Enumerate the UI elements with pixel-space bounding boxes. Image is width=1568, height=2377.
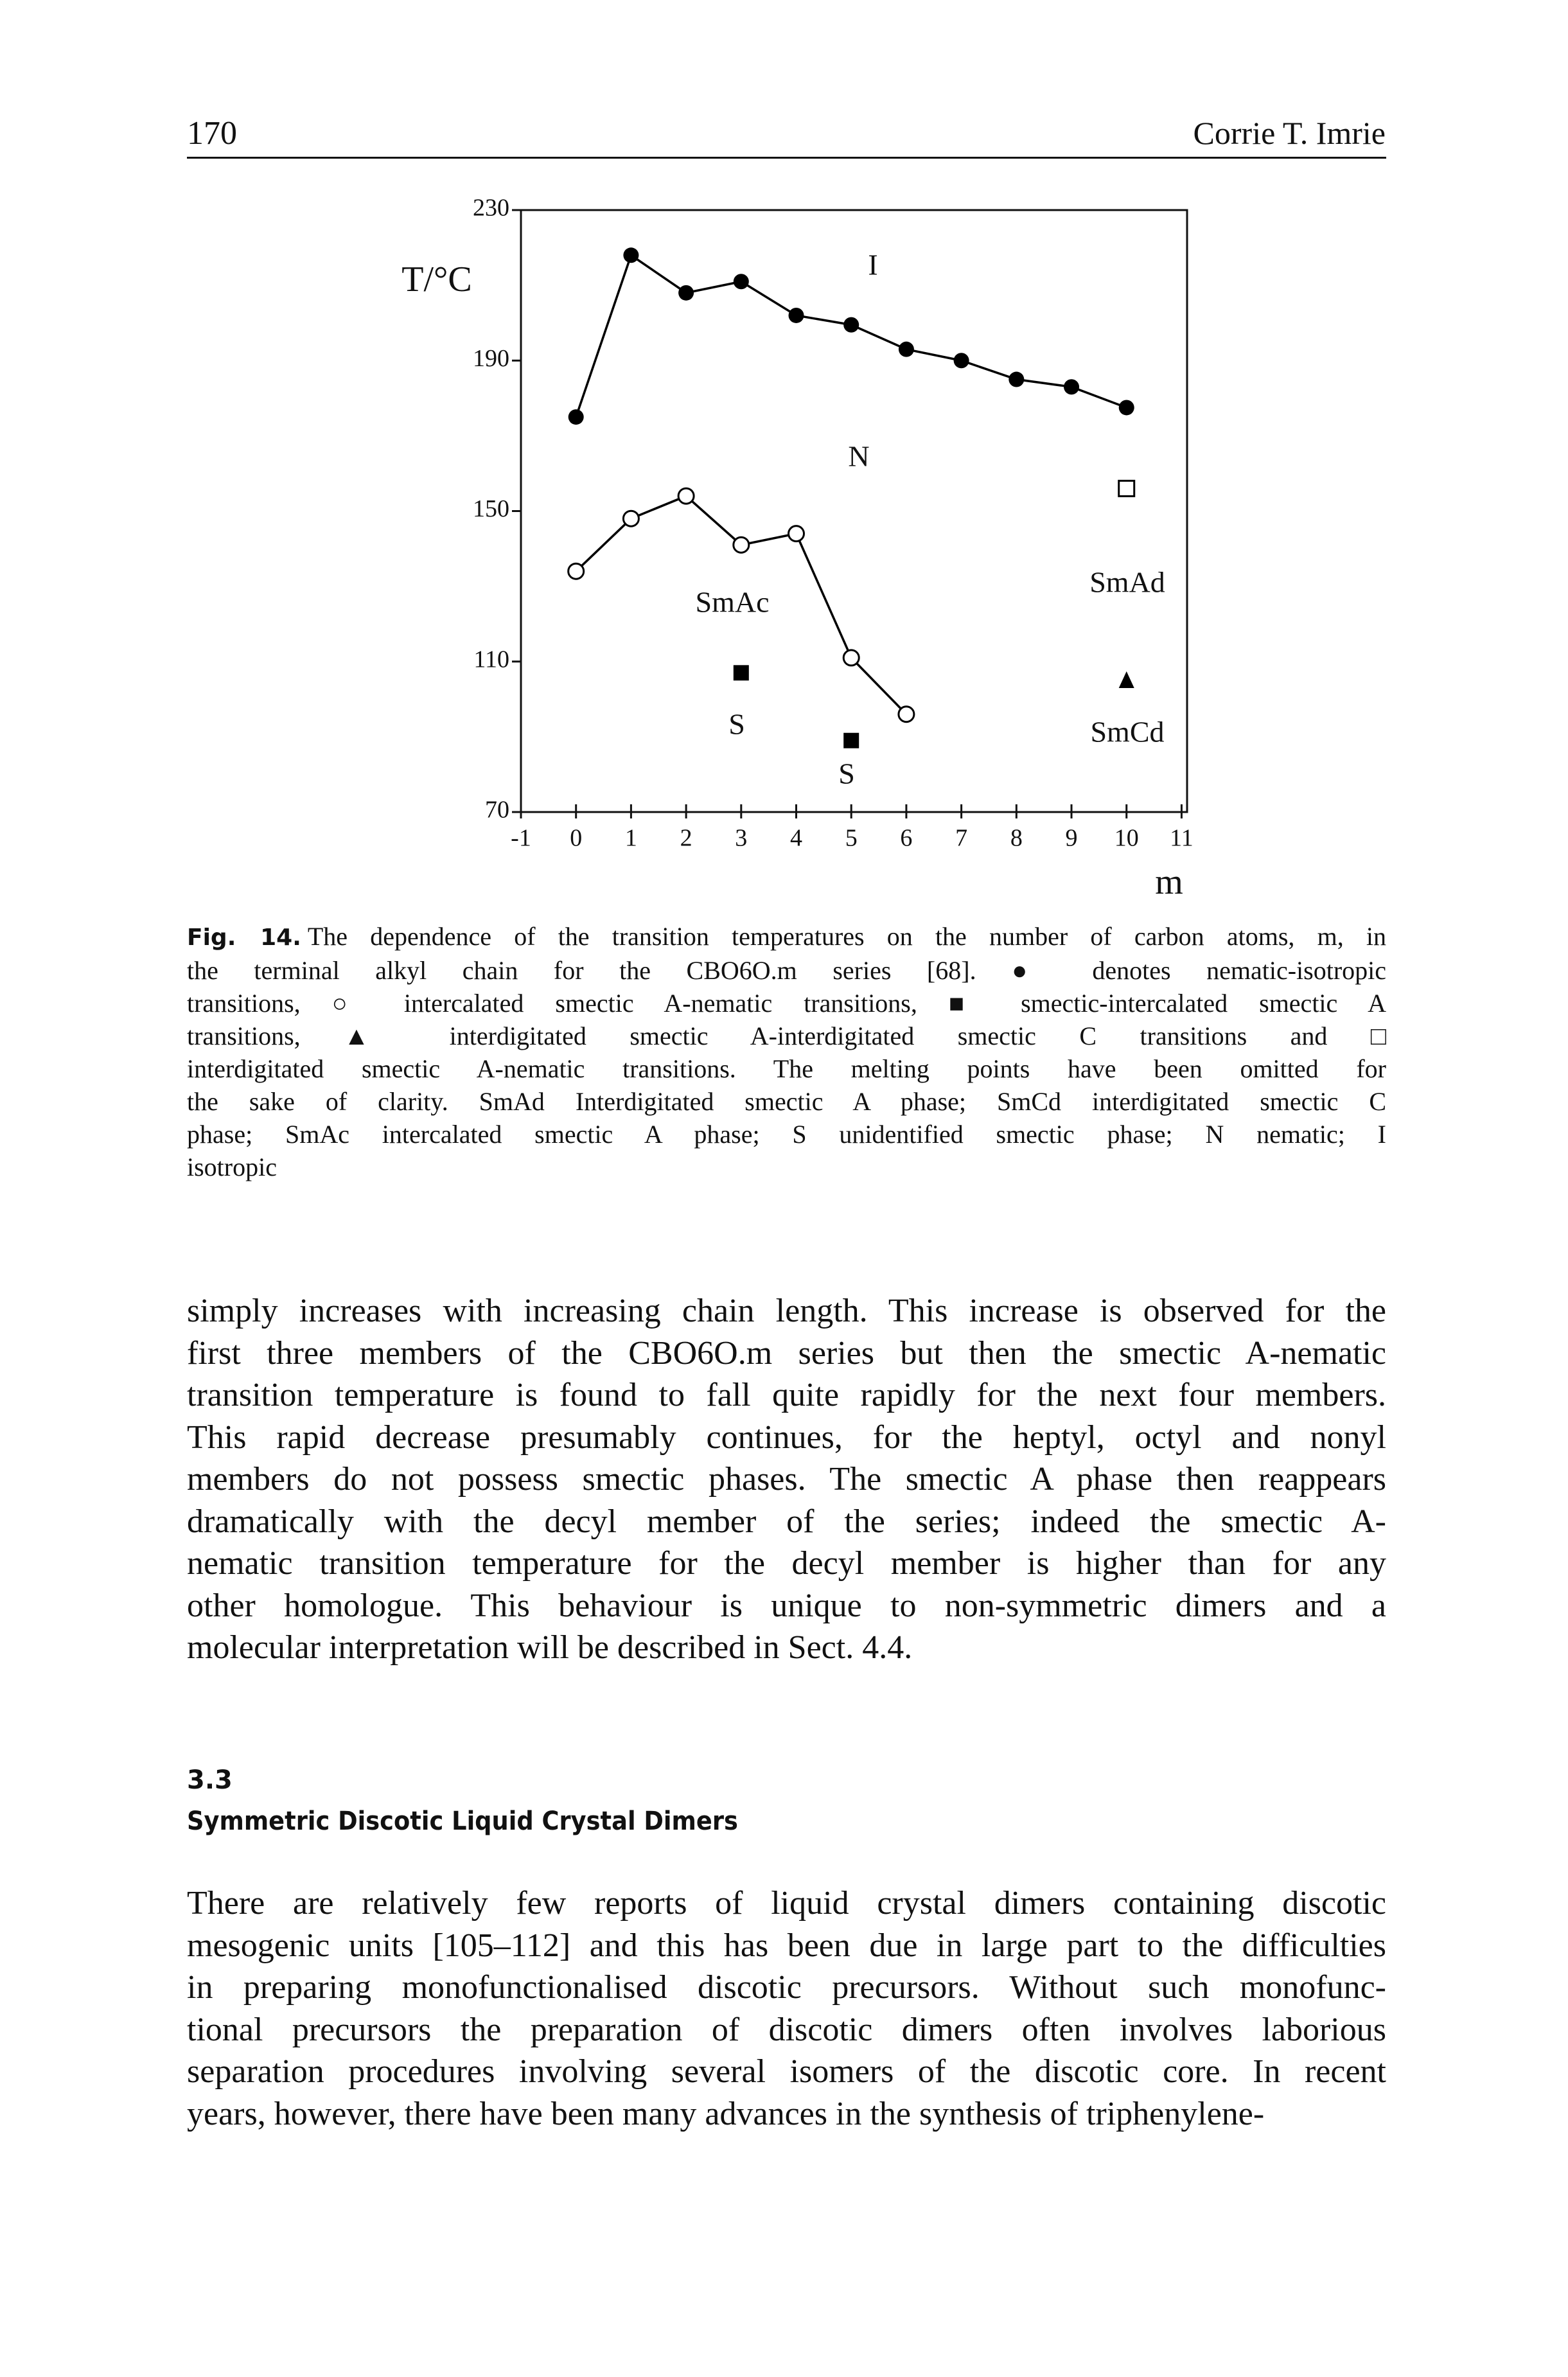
text-line: first three members of the CBO6O.m serie… [187,1334,1386,1372]
chart: 70 110 150 190 230 -1 0 1 2 3 4 5 6 7 8 9 10 11 T/°C m I N SmA… [401,195,1194,902]
series [733,665,859,748]
point [677,487,695,505]
caption-line: the terminal alkyl chain for the CBO6O.m… [187,956,1386,985]
text-line: members do not possess smectic phases. T… [187,1461,1386,1498]
x-tick-label: 3 [735,825,747,852]
point [843,317,859,333]
x-tick-label: 1 [625,825,637,852]
text-line: nematic transition temperature for the d… [187,1545,1386,1582]
x-tick-label: -1 [511,825,531,852]
point [733,274,749,290]
point [1118,671,1134,689]
text-line: transition temperature is found to fall … [187,1377,1386,1413]
text-line: mesogenic units [105–112] and this has b… [187,1927,1386,1964]
text-line: other homologue. This behaviour is uniqu… [187,1587,1386,1624]
running-head: Corrie T. Imrie [1193,115,1386,151]
point [1118,400,1134,416]
x-tick-label: 2 [680,825,692,852]
text-line: years, however, there have been many adv… [187,2095,1265,2132]
text-line: molecular interpretation will be describ… [187,1629,913,1666]
series [567,487,915,723]
x-tick-label: 11 [1170,825,1194,852]
series-line [575,253,1127,418]
point [622,509,640,527]
y-tick-label: 230 [473,195,509,222]
y-tick-label: 190 [473,345,509,372]
text-line: There are relatively few reports of liqu… [187,1885,1386,1922]
section-number: 3.3 [187,1765,233,1795]
y-axis-label: T/°C [401,260,472,299]
x-tick-label: 9 [1066,825,1078,852]
paragraph: simply increases with increasing chain l… [187,1290,1386,1669]
page-number: 170 [187,115,237,152]
point [953,353,969,369]
x-tick-label: 5 [845,825,858,852]
point [898,341,914,357]
text-line: simply increases with increasing chain l… [187,1293,1386,1329]
phase-label: S [838,757,855,790]
x-axis-label: m [1155,862,1183,902]
y-tick-label: 110 [473,646,509,673]
phase-label: SmAd [1089,566,1165,599]
point [678,285,694,301]
figure-label: Fig. 14. [187,924,301,951]
phase-label: S [728,708,745,741]
text-line: This rapid decrease presumably continues… [187,1418,1386,1456]
caption-line: the sake of clarity. SmAd Interdigitated… [187,1087,1386,1116]
x-tick-label: 4 [790,825,802,852]
y-tick-label: 70 [485,797,509,824]
point [788,307,804,323]
caption-line: transitions, ▲ interdigitated smectic A-… [187,1021,1386,1050]
x-tick-label: 0 [570,825,582,852]
point [567,562,585,580]
paragraph: There are relatively few reports of liqu… [187,1882,1386,2135]
phase-label: SmAc [696,586,770,619]
caption-line: isotropic [187,1153,277,1181]
section-title: Symmetric Discotic Liquid Crystal Dimers [187,1807,738,1836]
text-line: in preparing monofunctionalised discotic… [187,1969,1386,2006]
phase-label: I [868,249,877,281]
point [843,732,859,748]
caption-line: interdigitated smectic A-nematic transit… [187,1054,1386,1083]
point [733,665,749,681]
caption-line: phase; SmAc intercalated smectic A phase… [187,1120,1386,1149]
text-line: tional precursors the preparation of dis… [187,2011,1386,2048]
caption-line: Fig. 14. The dependence of the transition… [187,920,1386,954]
phase-label: N [848,440,869,473]
x-tick-label: 10 [1114,825,1139,852]
x-tick-label: 6 [900,825,912,852]
caption-text: The dependence of the transition tempera… [307,922,1387,951]
series [1118,671,1134,689]
header-rule [187,157,1386,159]
series [568,247,1134,425]
text-line: separation procedures involving several … [187,2053,1386,2090]
text-line: dramatically with the decyl member of th… [187,1503,1386,1540]
point [623,247,639,263]
point [788,525,806,543]
point [1118,479,1136,497]
point [897,705,915,723]
series [1118,479,1136,497]
point [568,409,584,425]
point [1009,371,1025,387]
figure-caption: Fig. 14. The dependence of the transition… [187,920,1386,1183]
point [1064,379,1080,395]
point [732,536,750,554]
x-tick-label: 7 [955,825,967,852]
phase-label: SmCd [1090,716,1164,748]
y-tick-label: 150 [473,495,509,522]
x-tick-label: 8 [1010,825,1023,852]
plot-frame [520,209,1188,813]
point [842,649,860,667]
caption-line: transitions, ○ intercalated smectic A-ne… [187,989,1386,1018]
